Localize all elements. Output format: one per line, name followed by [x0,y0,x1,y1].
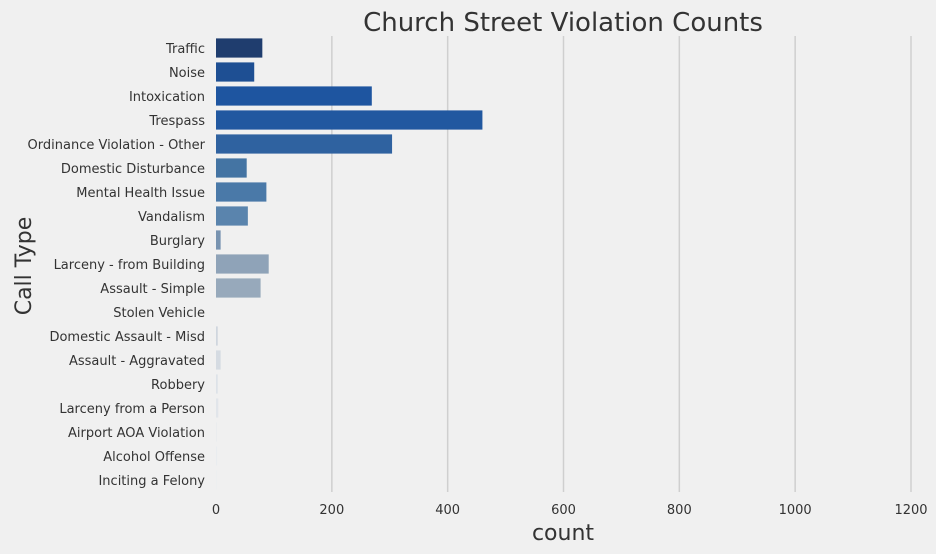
bar [216,62,255,82]
category-label: Traffic [165,42,205,57]
x-tick-label: 1200 [894,503,927,518]
y-axis-label: Call Type [12,217,37,316]
bars [216,38,483,490]
bar [216,374,218,394]
category-label: Stolen Vehicle [113,306,205,321]
category-label: Noise [169,66,205,81]
x-tick-label: 200 [319,503,344,518]
x-tick-label: 600 [551,503,576,518]
bar [216,134,393,154]
grid-lines [331,36,912,492]
bar [216,230,221,250]
category-label: Domestic Disturbance [61,162,205,177]
category-labels: Traffic Noise Intoxication Trespass Ordinanc… [28,42,206,489]
x-tick-labels: 0 200 400 600 800 1000 1200 [212,503,928,518]
bar [216,422,217,442]
bar [216,446,218,466]
category-label: Burglary [150,234,205,249]
bar [216,206,248,226]
bar [216,254,269,274]
bar [216,110,483,130]
chart-title: Church Street Violation Counts [363,8,763,38]
x-tick-label: 1000 [779,503,812,518]
category-label: Ordinance Violation - Other [28,138,206,153]
bar [216,182,267,202]
category-label: Larceny from a Person [59,402,205,417]
category-label: Trespass [148,114,205,129]
category-label: Larceny - from Building [54,258,205,273]
bar [216,158,247,178]
bar [216,326,218,346]
bar [216,86,372,106]
category-label: Assault - Simple [100,282,205,297]
category-label: Vandalism [138,210,205,225]
category-label: Alcohol Offense [103,450,205,465]
bar [216,278,261,298]
bar [216,398,219,418]
bar [216,470,217,490]
x-axis-label: count [532,521,594,546]
bar [216,350,221,370]
category-label: Intoxication [129,90,205,105]
category-label: Mental Health Issue [76,186,205,201]
x-tick-label: 800 [667,503,692,518]
x-tick-label: 400 [435,503,460,518]
category-label: Domestic Assault - Misd [49,330,205,345]
category-label: Robbery [151,378,205,393]
x-tick-label: 0 [212,503,220,518]
category-label: Inciting a Felony [98,474,205,489]
category-label: Airport AOA Violation [68,426,205,441]
category-label: Assault - Aggravated [69,354,205,369]
bar [216,38,263,58]
